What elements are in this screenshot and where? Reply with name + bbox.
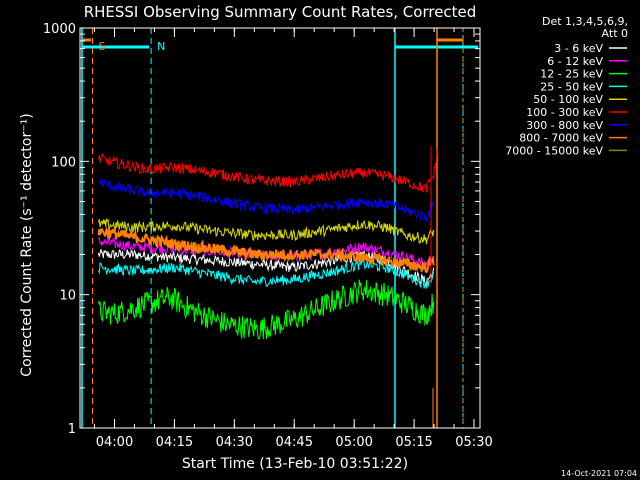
series-line [97, 226, 435, 274]
plot-frame [79, 27, 481, 429]
footer-timestamp: 14-Oct-2021 07:04 [561, 469, 637, 478]
legend-label: 25 - 50 keV [540, 80, 603, 93]
y-axis: 1 10 100 1000 [43, 22, 480, 437]
x-tick-label: 05:30 [455, 435, 492, 450]
series-line [98, 279, 435, 340]
y-tick-label: 100 [51, 155, 76, 170]
legend-label: 300 - 800 keV [526, 119, 603, 132]
y-axis-label: Corrected Count Rate (s⁻¹ detector⁻¹) [19, 113, 35, 376]
x-tick-label: 04:15 [156, 435, 193, 450]
legend-label: 3 - 6 keV [554, 42, 603, 55]
marker-label: N [157, 40, 165, 53]
x-tick-label: 04:30 [216, 435, 253, 450]
legend-label: 7000 - 15000 keV [505, 144, 603, 157]
y-tick-label: 1000 [43, 22, 76, 37]
x-tick-label: 04:00 [96, 435, 133, 450]
chart-title: RHESSI Observing Summary Count Rates, Co… [84, 3, 477, 21]
legend-label: 12 - 25 keV [540, 68, 603, 81]
legend-label: 800 - 7000 keV [519, 132, 603, 145]
series-line [98, 179, 434, 222]
x-axis-label: Start Time (13-Feb-10 03:51:22) [182, 456, 408, 472]
legend-label: 50 - 100 keV [533, 93, 603, 106]
marker-label: S [99, 40, 106, 53]
x-tick-label: 05:00 [335, 435, 372, 450]
series-line [98, 217, 435, 245]
x-axis: 04:00 04:15 04:30 04:45 05:00 05:15 05:30 [94, 28, 493, 450]
x-tick-label: 04:45 [276, 435, 313, 450]
series-line [98, 257, 435, 289]
legend-header: Att 0 [602, 27, 628, 40]
legend-label: 6 - 12 keV [547, 55, 603, 68]
y-tick-label: 1 [68, 422, 76, 437]
x-tick-label: 05:15 [395, 435, 432, 450]
series-line [98, 148, 439, 193]
legend-label: 100 - 300 keV [526, 106, 603, 119]
series-line [98, 248, 435, 288]
y-tick-label: 10 [59, 289, 76, 304]
legend-header: Det 1,3,4,5,6,9, [542, 15, 628, 28]
